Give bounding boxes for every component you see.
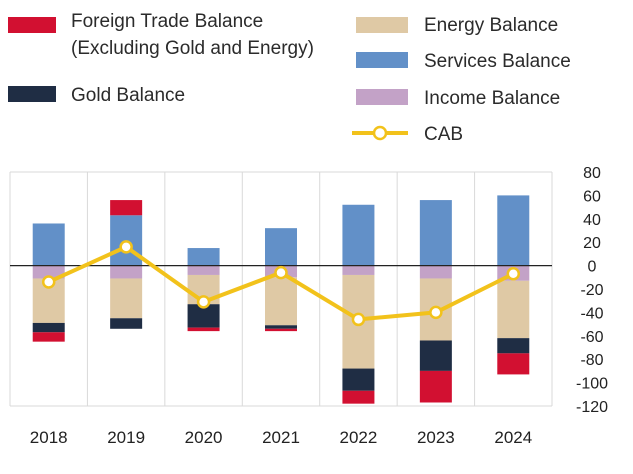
bar-services-2018 (32, 223, 65, 266)
bar-services-2024 (497, 195, 530, 266)
bar-energy-2021 (265, 277, 297, 326)
bar-trade-2023 (419, 370, 452, 403)
bar-income-2020 (187, 265, 220, 275)
cab-point-2021 (274, 265, 288, 280)
bar-services-2020 (187, 248, 220, 266)
y-tick-label: -20 (580, 282, 603, 299)
plot-area (9, 171, 553, 407)
y-tick-label: 0 (588, 259, 597, 276)
bar-income-2022 (342, 265, 375, 275)
cab-point-2022 (351, 312, 366, 327)
legend-label-income: Income Balance (424, 88, 560, 109)
cab-point-2023 (429, 305, 443, 320)
cab-point-2024 (506, 267, 521, 281)
y-tick-label: 60 (583, 188, 601, 205)
y-tick-label: -60 (580, 329, 603, 346)
legend-label-gold: Gold Balance (71, 85, 185, 106)
bar-income-2023 (419, 265, 452, 279)
bar-trade-2020 (187, 327, 220, 332)
legend-swatch-gold (8, 86, 56, 102)
legend-label-foreign-trade: Foreign Trade Balance (71, 11, 263, 32)
x-tick-label: 2024 (494, 428, 532, 447)
legend-label-foreign-trade-note: (Excluding Gold and Energy) (71, 38, 314, 59)
bar-gold-2024 (497, 338, 530, 354)
legend-swatch-foreign-trade (8, 17, 56, 33)
bar-stacks (32, 195, 530, 404)
bar-energy-2024 (497, 280, 530, 339)
bar-trade-2024 (497, 353, 530, 375)
x-tick-label: 2023 (417, 428, 455, 447)
x-axis-ticks: 2018 2019 2020 2021 2022 2023 2024 (30, 428, 532, 447)
legend-swatch-services (356, 52, 408, 68)
bar-gold-2023 (419, 340, 452, 371)
y-axis-ticks: 80 60 40 20 0 -20 -40 -60 -80 -100 -120 (576, 165, 608, 416)
bar-gold-2022 (342, 368, 375, 391)
bar-trade-2019 (110, 200, 143, 216)
x-tick-label: 2019 (107, 428, 145, 447)
x-tick-label: 2020 (185, 428, 223, 447)
bar-services-2021 (265, 228, 297, 266)
y-tick-label: -40 (580, 305, 603, 322)
cab-point-2018 (41, 275, 56, 289)
bar-trade-2021 (265, 328, 297, 332)
legend-marker-cab (372, 125, 388, 141)
bar-trade-2018 (32, 332, 65, 342)
y-tick-label: -100 (576, 376, 608, 393)
bar-energy-2019 (110, 278, 143, 319)
bar-income-2018 (32, 265, 65, 279)
x-tick-label: 2021 (262, 428, 300, 447)
x-tick-label: 2018 (30, 428, 68, 447)
bar-trade-2022 (342, 390, 375, 404)
bar-gold-2020 (187, 304, 220, 328)
bar-gold-2018 (32, 322, 65, 333)
cab-point-2019 (119, 240, 133, 254)
y-tick-label: 80 (583, 165, 601, 182)
legend-label-cab: CAB (424, 124, 463, 145)
chart-legend: Foreign Trade Balance (Excluding Gold an… (8, 11, 571, 145)
bar-services-2022 (342, 204, 375, 266)
x-tick-label: 2022 (340, 428, 378, 447)
bar-services-2023 (419, 200, 452, 266)
legend-label-energy: Energy Balance (424, 15, 558, 36)
bar-gold-2021 (265, 325, 297, 329)
y-tick-label: -80 (580, 352, 603, 369)
cab-point-2020 (196, 295, 211, 309)
bar-income-2019 (110, 265, 143, 279)
legend-swatch-energy (356, 17, 408, 33)
y-tick-label: 40 (583, 212, 601, 229)
cab-series (41, 240, 521, 327)
bar-gold-2019 (110, 318, 143, 329)
legend-label-services: Services Balance (424, 51, 571, 72)
y-tick-label: -120 (576, 399, 608, 416)
y-tick-label: 20 (583, 235, 601, 252)
legend-swatch-income (356, 89, 408, 105)
